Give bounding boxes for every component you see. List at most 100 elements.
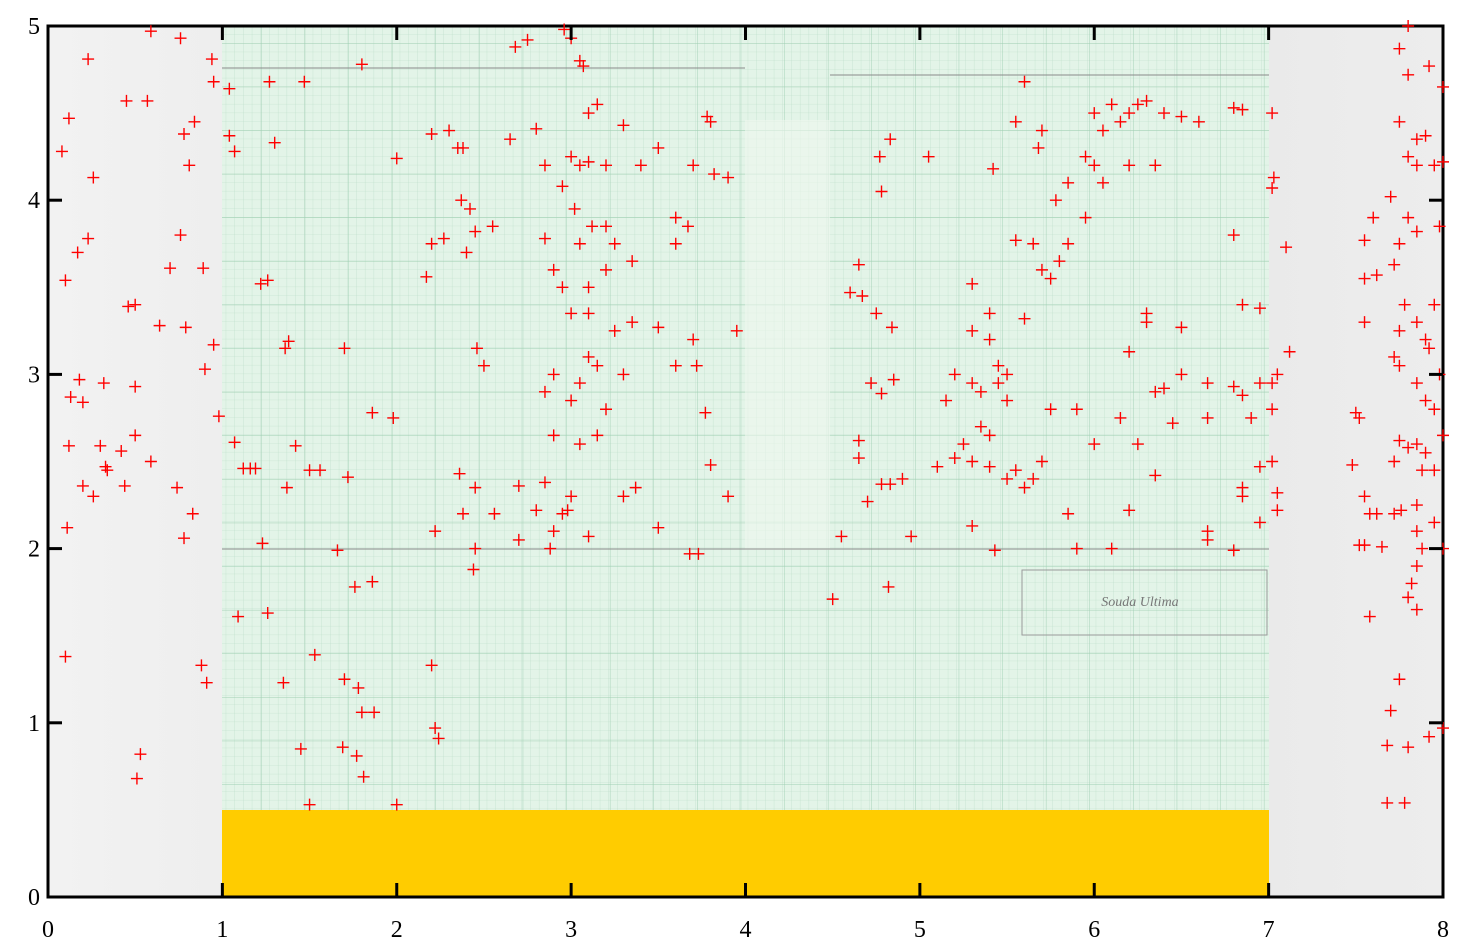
marker xyxy=(1410,225,1423,238)
marker xyxy=(1227,380,1240,393)
marker xyxy=(200,676,213,689)
marker xyxy=(1062,176,1075,189)
marker xyxy=(1358,316,1371,329)
marker xyxy=(338,673,351,686)
marker xyxy=(1358,272,1371,285)
marker xyxy=(470,342,483,355)
marker xyxy=(565,490,578,503)
marker xyxy=(1393,673,1406,686)
marker xyxy=(577,60,590,73)
marker xyxy=(512,533,525,546)
marker xyxy=(591,429,604,442)
marker xyxy=(195,659,208,672)
marker xyxy=(538,159,551,172)
marker xyxy=(129,380,142,393)
marker xyxy=(865,377,878,390)
marker xyxy=(1437,80,1449,93)
marker xyxy=(1096,124,1109,137)
marker xyxy=(62,112,75,125)
marker xyxy=(1393,237,1406,250)
marker xyxy=(1402,741,1415,754)
marker xyxy=(1388,350,1401,363)
marker xyxy=(1158,107,1170,120)
marker xyxy=(582,155,595,168)
marker xyxy=(875,387,888,400)
x-tick-label: 8 xyxy=(1437,917,1449,943)
marker xyxy=(1149,469,1162,482)
marker xyxy=(429,525,442,538)
marker xyxy=(366,406,379,419)
marker xyxy=(826,593,839,606)
marker xyxy=(134,748,147,761)
marker xyxy=(1428,464,1441,477)
marker xyxy=(1375,540,1388,553)
marker xyxy=(1346,458,1359,471)
marker xyxy=(94,439,107,452)
marker xyxy=(223,82,236,95)
marker xyxy=(1402,211,1415,224)
marker xyxy=(1001,394,1014,407)
marker xyxy=(669,237,682,250)
y-tick-label: 2 xyxy=(28,537,40,563)
marker xyxy=(1088,159,1101,172)
marker xyxy=(582,307,595,320)
marker xyxy=(59,650,72,663)
marker xyxy=(957,438,970,451)
marker xyxy=(1419,333,1432,346)
marker xyxy=(76,396,89,409)
marker xyxy=(512,479,525,492)
marker xyxy=(467,563,480,576)
marker xyxy=(1201,377,1214,390)
y-tick-label: 5 xyxy=(28,14,40,40)
marker xyxy=(1149,159,1162,172)
marker xyxy=(1227,229,1240,242)
marker xyxy=(629,481,642,494)
marker xyxy=(486,220,499,233)
marker xyxy=(477,359,490,372)
marker xyxy=(1062,237,1075,250)
marker xyxy=(97,377,110,390)
marker xyxy=(1402,441,1415,454)
marker xyxy=(1253,516,1266,529)
marker xyxy=(983,429,996,442)
marker xyxy=(1140,316,1153,329)
marker xyxy=(966,455,979,468)
marker xyxy=(205,53,218,66)
marker xyxy=(1062,507,1075,520)
marker xyxy=(544,542,557,555)
marker xyxy=(568,202,581,215)
marker xyxy=(1410,316,1423,329)
marker xyxy=(1267,171,1280,184)
marker xyxy=(974,385,987,398)
marker xyxy=(153,319,166,332)
marker xyxy=(582,281,595,294)
marker xyxy=(469,225,482,238)
marker xyxy=(652,141,665,154)
marker xyxy=(1266,107,1279,120)
marker xyxy=(249,462,262,475)
marker xyxy=(129,298,142,311)
marker xyxy=(425,659,438,672)
marker xyxy=(64,391,77,404)
marker xyxy=(573,438,586,451)
marker xyxy=(1271,368,1284,381)
marker xyxy=(884,133,897,146)
marker xyxy=(509,40,522,53)
marker xyxy=(561,504,574,517)
marker xyxy=(966,277,979,290)
marker xyxy=(443,124,456,137)
marker xyxy=(1423,730,1436,743)
marker xyxy=(884,478,897,491)
marker xyxy=(538,385,551,398)
svg-text:Souda Ultima: Souda Ultima xyxy=(1101,595,1178,610)
marker xyxy=(1009,234,1022,247)
marker xyxy=(992,377,1005,390)
marker xyxy=(1201,533,1214,546)
marker xyxy=(1018,75,1031,88)
marker xyxy=(1419,446,1432,459)
marker xyxy=(55,145,68,158)
marker xyxy=(1123,345,1136,358)
marker xyxy=(966,377,979,390)
marker xyxy=(1253,302,1266,315)
